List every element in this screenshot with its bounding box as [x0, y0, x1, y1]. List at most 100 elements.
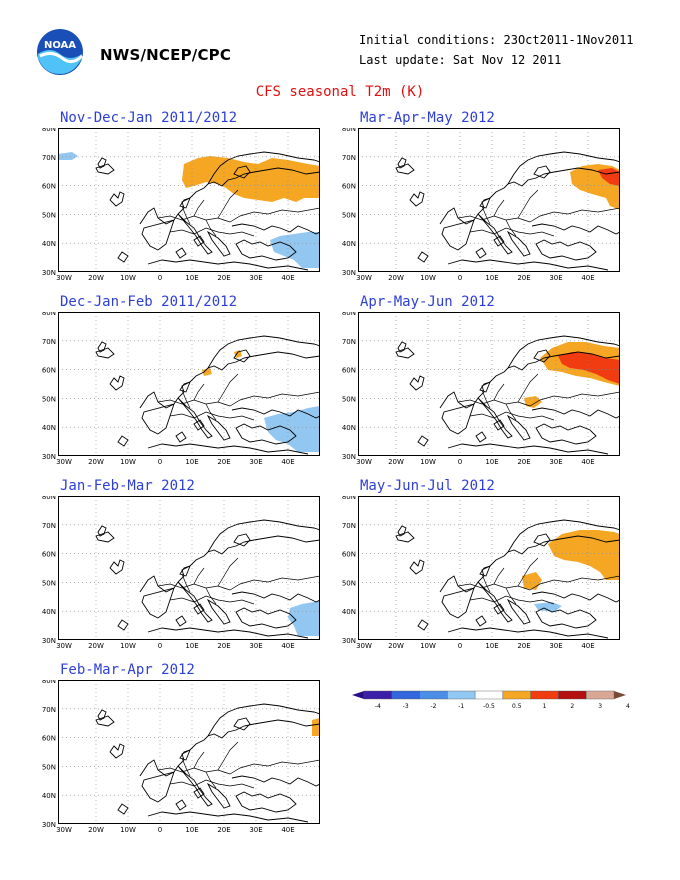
lon-tick-label: 0	[458, 458, 462, 466]
lon-tick-label: 0	[158, 642, 162, 650]
coastline	[95, 531, 115, 543]
anomaly-shading	[58, 152, 78, 160]
lon-tick-label: 20E	[517, 274, 530, 282]
lat-tick-label: 80N	[42, 312, 56, 317]
panel-title: Mar-Apr-May 2012	[360, 110, 495, 126]
panel-title: Nov-Dec-Jan 2011/2012	[60, 110, 238, 126]
lat-tick-label: 60N	[342, 183, 356, 191]
coastline	[493, 419, 505, 431]
lon-tick-label: 40E	[281, 642, 294, 650]
coastline	[193, 603, 205, 615]
country-border	[169, 411, 219, 419]
lon-tick-label: 30E	[249, 274, 262, 282]
colorbar-low-arrow	[352, 691, 364, 699]
country-border	[493, 567, 505, 585]
noaa-logo: NOAA	[37, 29, 84, 75]
country-border	[517, 415, 555, 421]
colorbar-label: 3	[598, 703, 602, 710]
anomaly-shading	[558, 352, 620, 384]
coastline	[97, 709, 107, 721]
country-border	[217, 783, 255, 789]
colorbar-swatch	[447, 690, 476, 700]
map-frame	[358, 128, 620, 272]
coastline	[231, 407, 320, 419]
lat-tick-label: 70N	[42, 154, 56, 162]
colorbar-label: -1	[458, 703, 464, 710]
coastline	[206, 598, 231, 625]
lon-tick-label: 10W	[420, 274, 436, 282]
panel-title: Apr-May-Jun 2012	[360, 294, 495, 310]
coastline	[479, 197, 491, 209]
anomaly-shading	[202, 368, 212, 376]
coastline	[175, 247, 187, 259]
coastline	[479, 381, 491, 393]
lon-tick-label: 40E	[281, 274, 294, 282]
org-name: NWS/NCEP/CPC	[100, 46, 232, 64]
coastline	[441, 219, 475, 251]
coastline	[477, 213, 513, 255]
coastline	[506, 414, 531, 441]
coastline	[141, 219, 175, 251]
coastline	[139, 719, 320, 777]
lat-tick-label: 50N	[342, 211, 356, 219]
country-border	[517, 557, 539, 587]
coastline	[141, 771, 175, 803]
coastline	[147, 443, 309, 455]
coastline	[175, 615, 187, 627]
lon-tick-label: 0	[458, 274, 462, 282]
lon-tick-label: 10E	[185, 642, 198, 650]
lon-tick-label: 30E	[549, 642, 562, 650]
lat-tick-label: 40N	[42, 792, 56, 800]
coastline	[95, 715, 115, 727]
country-border	[481, 573, 491, 593]
coastline	[447, 627, 609, 639]
lat-tick-label: 70N	[42, 338, 56, 346]
country-border	[169, 595, 219, 603]
colorbar-swatch	[419, 690, 448, 700]
country-border	[481, 389, 491, 409]
initial-conditions: Initial conditions: 23Oct2011-1Nov2011	[359, 33, 634, 47]
lon-tick-label: 40E	[581, 642, 594, 650]
coastline	[409, 559, 425, 575]
lon-tick-label: 30W	[56, 642, 72, 650]
coastline	[477, 581, 513, 623]
lat-tick-label: 30N	[42, 821, 56, 829]
coastline	[531, 407, 620, 419]
lat-tick-label: 30N	[42, 269, 56, 277]
colorbar-high-arrow	[614, 691, 626, 699]
lat-tick-label: 60N	[42, 551, 56, 559]
country-border	[217, 189, 239, 219]
lon-tick-label: 20E	[217, 274, 230, 282]
country-border	[469, 411, 519, 419]
lon-tick-label: 30W	[356, 642, 372, 650]
coastline	[397, 525, 407, 537]
country-border	[193, 751, 205, 769]
coastline	[177, 397, 213, 439]
coastline	[117, 251, 129, 263]
lon-tick-label: 30W	[56, 274, 72, 282]
map-frame	[358, 312, 620, 456]
coastline	[477, 397, 513, 439]
coastline	[397, 341, 407, 353]
lat-tick-label: 70N	[342, 338, 356, 346]
country-border	[517, 231, 555, 237]
lat-tick-label: 50N	[342, 395, 356, 403]
lon-tick-label: 10E	[185, 826, 198, 834]
lat-tick-label: 60N	[42, 183, 56, 191]
lon-tick-label: 20W	[388, 642, 404, 650]
lat-tick-label: 70N	[342, 154, 356, 162]
coastline	[233, 533, 251, 547]
coastline	[193, 235, 205, 247]
lat-tick-label: 30N	[342, 453, 356, 461]
coastline	[95, 347, 115, 359]
country-border	[193, 383, 205, 401]
lon-tick-label: 40E	[281, 458, 294, 466]
coastline	[409, 191, 425, 207]
coastline	[441, 587, 475, 619]
coastline	[439, 351, 620, 409]
coastline	[147, 627, 309, 639]
coastline	[475, 615, 487, 627]
